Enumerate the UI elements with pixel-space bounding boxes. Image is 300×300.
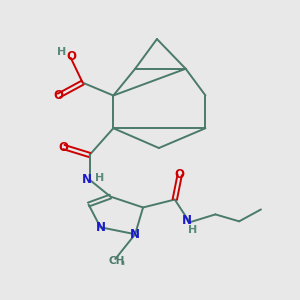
Text: CH: CH [108,256,125,266]
Text: N: N [95,221,106,234]
Text: H: H [95,173,104,183]
Text: N: N [182,214,192,227]
Text: O: O [59,140,69,154]
Text: H: H [57,47,66,57]
Text: N: N [130,228,140,241]
Text: ₃: ₃ [120,258,124,267]
Text: O: O [67,50,77,63]
Text: H: H [188,225,197,235]
Text: O: O [54,89,64,102]
Text: N: N [82,173,92,186]
Text: O: O [175,168,185,181]
